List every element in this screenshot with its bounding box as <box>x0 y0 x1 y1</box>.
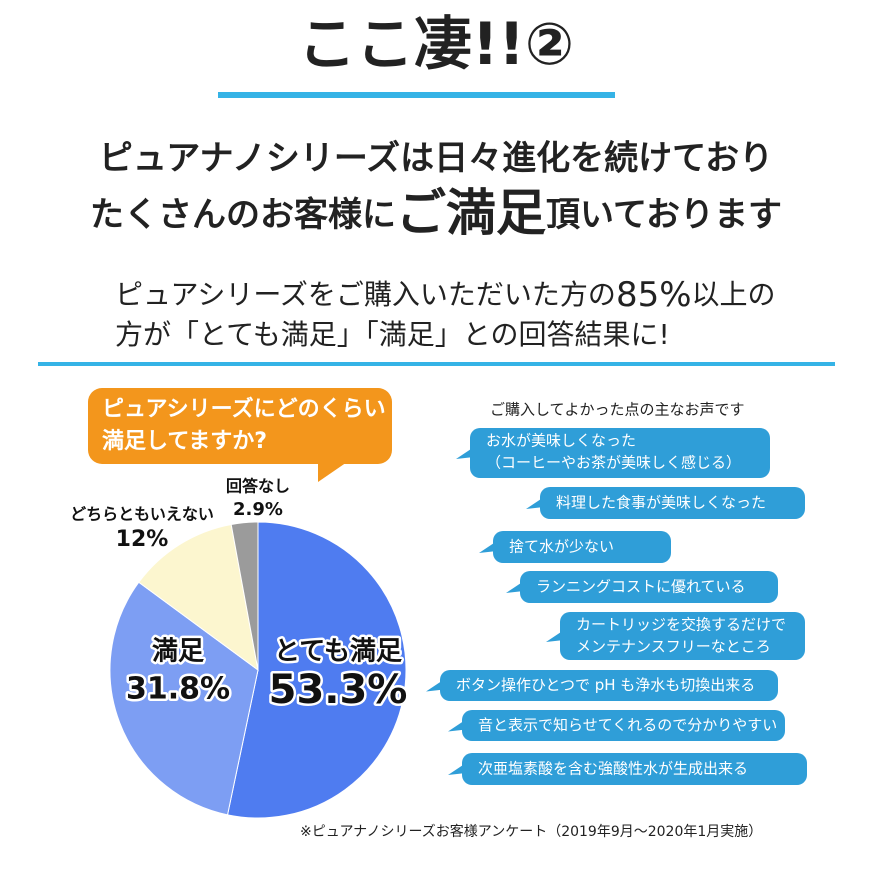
slice-label: 回答なし <box>226 477 290 496</box>
slice-label: とても満足 <box>274 637 402 667</box>
bubble-tail <box>448 763 466 775</box>
bubble-tail <box>526 497 544 509</box>
question-bubble: ピュアシリーズにどのくらい 満足してますか? <box>88 388 392 482</box>
bubble-tail <box>448 719 466 732</box>
voice-bubble: ランニングコストに優れている <box>506 571 778 603</box>
divider <box>38 362 835 366</box>
pie-slice <box>109 581 259 816</box>
bubble-tail <box>479 541 497 553</box>
bubble-shape <box>493 531 671 563</box>
footnote: ※ピュアナノシリーズお客様アンケート（2019年9月～2020年1月実施） <box>300 823 762 840</box>
bubble-shape <box>440 670 778 701</box>
lead-part: 頂いております <box>546 195 782 235</box>
bubble-shape <box>540 487 805 519</box>
value-label: 2.9% <box>233 499 283 520</box>
voices-heading: ご購入してよかった点の主なお声です <box>490 401 745 419</box>
lead-emphasis: ご満足 <box>396 184 546 242</box>
voice-bubble: 料理した食事が美味しくなった <box>526 487 805 519</box>
bubble-tail <box>456 447 474 459</box>
voice-text: （コーヒーやお茶が美味しく感じる） <box>486 454 741 472</box>
slice-label: どちらともいえない <box>70 505 214 524</box>
voice-bubble: お水が美味しくなった （コーヒーやお茶が美味しく感じる） <box>456 428 770 478</box>
voice-text: 料理した食事が美味しくなった <box>556 494 766 512</box>
voice-text: ランニングコストに優れている <box>536 578 746 596</box>
voice-text: 次亜塩素酸を含む強酸性水が生成出来る <box>478 760 748 778</box>
voices: お水が美味しくなった （コーヒーやお茶が美味しく感じる） 料理した食事が美味しくなっ… <box>426 428 807 785</box>
lead-emphasis: 85% <box>616 275 692 315</box>
title: ここ凄!!② <box>298 10 574 78</box>
bubble-shape <box>520 571 778 603</box>
voice-text: メンテナンスフリーなところ <box>576 638 771 656</box>
question-text: 満足してますか? <box>102 428 267 454</box>
bubble-shape <box>462 753 807 785</box>
value-label: 31.8% <box>126 672 230 707</box>
lead-part: たくさんのお客様に <box>90 195 396 235</box>
pie-slice <box>226 521 407 819</box>
bubble-shape <box>462 710 785 741</box>
lead: 方が「とても満足」「満足」との回答結果に! <box>115 318 670 351</box>
question-text: ピュアシリーズにどのくらい <box>102 396 386 422</box>
pie-slice <box>138 523 259 672</box>
bubble-shape <box>470 428 770 478</box>
value-label: 12% <box>116 527 169 552</box>
voice-text: ボタン操作ひとつで pH も浄水も切換出来る <box>456 676 755 694</box>
value-label: 53.3% <box>269 667 408 713</box>
voice-text: カートリッジを交換するだけで <box>576 616 786 634</box>
slice-label: 満足 <box>152 637 204 667</box>
voice-bubble: ボタン操作ひとつで pH も浄水も切換出来る <box>426 670 778 701</box>
lead: ピュアナノシリーズは日々進化を続けており <box>99 139 773 179</box>
lead: たくさんのお客様にご満足頂いております <box>90 184 782 242</box>
voice-bubble: 捨て水が少ない <box>479 531 671 563</box>
voice-text: 音と表示で知らせてくれるので分かりやすい <box>478 716 777 734</box>
lead: ピュアシリーズをご購入いただいた方の85%以上の <box>115 275 776 315</box>
bubble-shape <box>88 388 392 464</box>
pie-slice <box>230 521 259 671</box>
title-underline <box>218 92 615 98</box>
lead-part: 以上の <box>692 278 776 311</box>
voice-bubble: 次亜塩素酸を含む強酸性水が生成出来る <box>448 753 807 785</box>
bubble-tail <box>506 581 524 593</box>
lead-part: ピュアシリーズをご購入いただいた方の <box>115 278 616 311</box>
bubble-tail <box>318 460 350 482</box>
bubble-tail <box>546 630 564 642</box>
voice-bubble: 音と表示で知らせてくれるので分かりやすい <box>448 710 785 741</box>
voice-text: 捨て水が少ない <box>509 538 614 556</box>
bubble-shape <box>560 612 805 660</box>
voice-text: お水が美味しくなった <box>486 432 636 450</box>
bubble-tail <box>426 679 444 692</box>
